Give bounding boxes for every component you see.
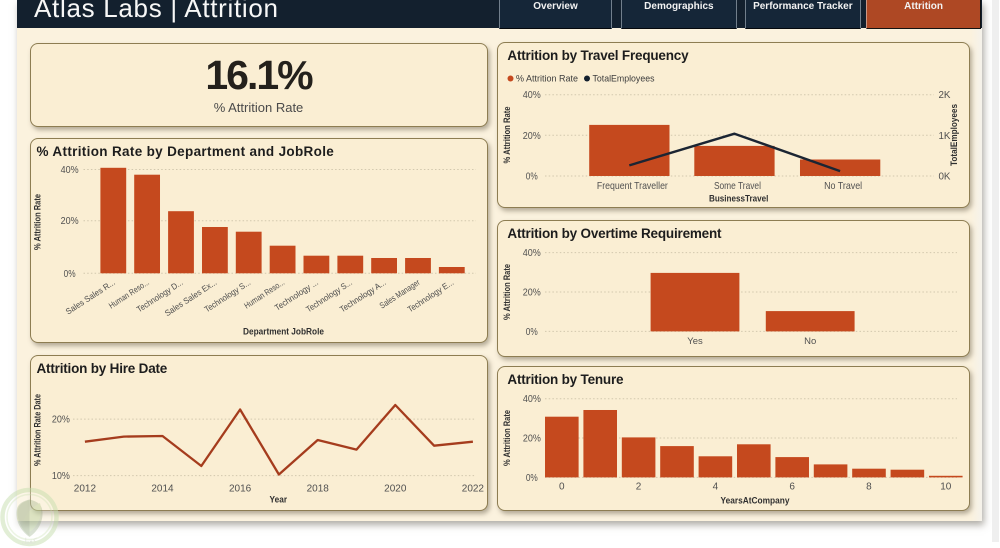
svg-text:Yes: Yes <box>688 336 704 347</box>
svg-text:20%: 20% <box>523 131 541 142</box>
svg-text:% Attrition Rate: % Attrition Rate <box>516 73 578 83</box>
svg-text:40%: 40% <box>60 165 78 176</box>
svg-text:No: No <box>805 336 817 347</box>
svg-text:% Attrition Rate: % Attrition Rate <box>502 106 513 163</box>
svg-text:2020: 2020 <box>384 484 407 495</box>
svg-text:0K: 0K <box>939 171 951 182</box>
svg-text:20%: 20% <box>523 433 541 444</box>
svg-text:2016: 2016 <box>228 484 251 495</box>
svg-text:40%: 40% <box>523 394 541 405</box>
svg-text:2014: 2014 <box>151 484 174 495</box>
svg-text:Department JobRole: Department JobRole <box>243 327 324 338</box>
svg-text:كفيل: كفيل <box>21 537 37 546</box>
svg-text:Year: Year <box>269 495 287 506</box>
svg-text:% Attrition Rate: % Attrition Rate <box>502 264 513 320</box>
svg-text:No Travel: No Travel <box>825 181 863 192</box>
svg-text:10: 10 <box>941 481 953 492</box>
svg-text:% Attrition Rate Date: % Attrition Rate Date <box>32 394 43 466</box>
svg-text:20%: 20% <box>60 216 78 227</box>
svg-text:10%: 10% <box>51 471 69 482</box>
svg-text:BusinessTravel: BusinessTravel <box>709 193 768 204</box>
svg-text:Sales Sales R...: Sales Sales R... <box>63 277 116 316</box>
svg-text:20%: 20% <box>523 288 541 299</box>
svg-text:40%: 40% <box>523 90 541 101</box>
svg-text:% Attrition Rate: % Attrition Rate <box>502 410 513 466</box>
svg-text:20%: 20% <box>51 415 69 426</box>
svg-text:Some Travel: Some Travel <box>714 181 761 192</box>
svg-text:2022: 2022 <box>461 484 484 495</box>
svg-text:0%: 0% <box>526 171 538 182</box>
svg-text:4: 4 <box>713 481 719 492</box>
svg-text:0: 0 <box>559 481 565 492</box>
svg-text:Frequent Traveller: Frequent Traveller <box>597 181 669 192</box>
svg-text:2K: 2K <box>939 90 951 101</box>
svg-text:1K: 1K <box>939 131 951 142</box>
svg-text:0%: 0% <box>526 327 538 338</box>
svg-text:0%: 0% <box>526 473 538 484</box>
svg-text:8: 8 <box>867 481 873 492</box>
svg-text:TotalEmployees: TotalEmployees <box>949 104 960 166</box>
svg-text:6: 6 <box>790 481 796 492</box>
svg-text:% Attrition Rate: % Attrition Rate <box>32 194 43 250</box>
svg-text:40%: 40% <box>523 248 541 259</box>
svg-text:TotalEmployees: TotalEmployees <box>593 73 655 83</box>
svg-text:2018: 2018 <box>306 484 329 495</box>
svg-text:2012: 2012 <box>73 484 96 495</box>
svg-text:YearsAtCompany: YearsAtCompany <box>721 495 791 506</box>
svg-text:2: 2 <box>636 481 642 492</box>
svg-text:0%: 0% <box>63 269 75 280</box>
